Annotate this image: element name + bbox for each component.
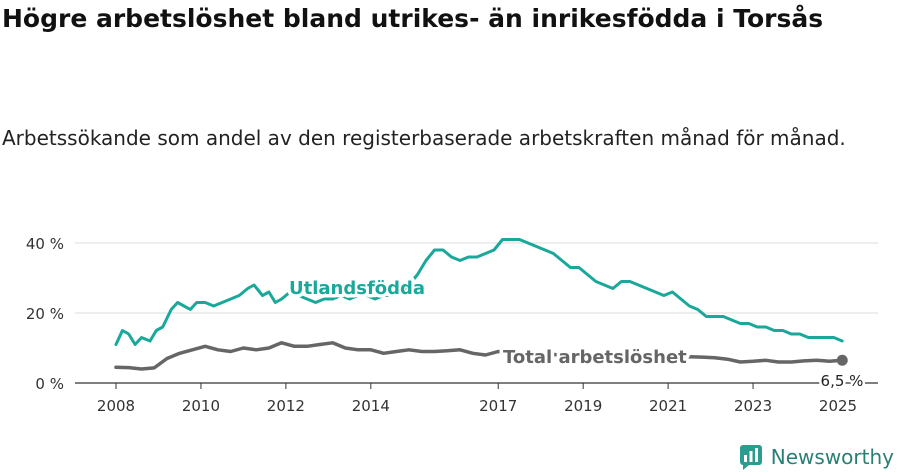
y-tick-label: 20 % (26, 305, 64, 323)
y-axis-ticks: 0 % 20 % 40 % (26, 235, 64, 393)
x-tick-label: 2021 (649, 397, 687, 415)
end-point-marker (836, 354, 848, 366)
series-label-utlandsfodda: Utlandsfödda (289, 278, 425, 299)
x-tick-label: 2023 (734, 397, 772, 415)
end-value-label-halo: 6,5 % (821, 372, 864, 390)
chart-subtitle: Arbetssökande som andel av den registerb… (2, 126, 846, 150)
x-tick-label: 2012 (267, 397, 305, 415)
series-label-total: Total arbetslöshet (503, 347, 687, 368)
x-tick-label: 2019 (564, 397, 602, 415)
newsworthy-logo-icon (739, 445, 762, 470)
x-tick-label: 2017 (479, 397, 517, 415)
series-line-total (114, 341, 844, 371)
series-label-halo: Utlandsfödda (289, 278, 425, 299)
x-tick-label: 2025 (819, 397, 857, 415)
x-tick-label: 2014 (352, 397, 390, 415)
x-tick-label: 2010 (182, 397, 220, 415)
series-label-halo: Total arbetslöshet (503, 347, 687, 368)
chart-title: Högre arbetslöshet bland utrikes- än inr… (2, 4, 824, 33)
newsworthy-brand: Newsworthy (739, 444, 894, 470)
series-line-utlandsfodda (114, 238, 844, 346)
y-tick-label: 0 % (35, 375, 64, 393)
x-axis-ticks: 2008 2010 2012 2014 2017 2019 2021 2023 2025 (97, 383, 857, 415)
end-value-label: 6,5 % (821, 372, 864, 390)
y-tick-label: 40 % (26, 235, 64, 253)
series-layer (114, 238, 844, 371)
x-tick-label: 2008 (97, 397, 135, 415)
grid-lines (75, 242, 878, 384)
brand-name: Newsworthy (770, 445, 894, 469)
